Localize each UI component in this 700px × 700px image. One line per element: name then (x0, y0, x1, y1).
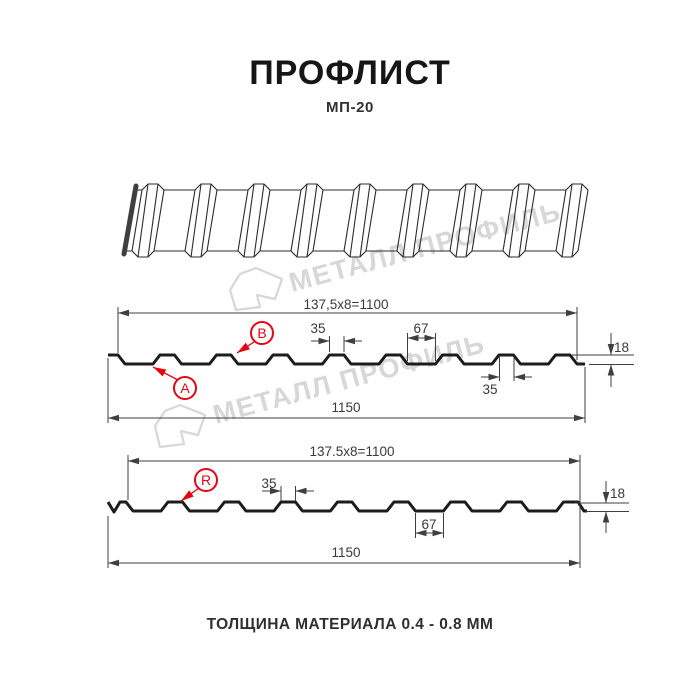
dim-height-top: 18 (614, 340, 629, 355)
profile-bottom-outline (106, 500, 587, 514)
brand-logo-icon (153, 403, 207, 449)
dim-flat-width-bottom: 67 (421, 517, 436, 532)
label-a-leader (152, 366, 179, 381)
label-b-leader (236, 341, 255, 354)
dim-pitch-bottom: 137.5x8=1100 (310, 444, 395, 459)
label-b-circle (250, 321, 274, 345)
dim-height-bottom: 18 (610, 486, 625, 501)
profile-bottom-drawing: 137.5x8=1100 35 67 18 1150 R (106, 444, 629, 568)
thickness-note: ТОЛЩИНА МАТЕРИАЛА 0.4 - 0.8 ММ (206, 616, 494, 633)
profile-top-outline (108, 353, 585, 366)
profile-top-drawing: 137,5x8=1100 35 67 18 35 1150 A B (107, 297, 634, 423)
iso-rib-lines (131, 183, 589, 258)
dim-rib-width-lower-top: 35 (482, 382, 497, 397)
iso-top-edge (134, 183, 589, 191)
dim-rib-width-bottom: 35 (261, 476, 276, 491)
label-r-leader (180, 487, 200, 502)
dim-pitch-top: 137,5x8=1100 (304, 297, 389, 312)
iso-cut-edge (121, 183, 139, 257)
dim-flat-width-top: 67 (413, 321, 428, 336)
label-a-text: A (180, 380, 190, 396)
dim-overall-width-bottom: 1150 (331, 545, 360, 560)
label-a-circle (173, 376, 197, 400)
profile-3d-view (121, 183, 589, 258)
label-b-text: B (257, 325, 266, 341)
label-r-circle (194, 468, 218, 492)
brand-watermark-upper: МЕТАЛЛ ПРОФИЛЬ (228, 196, 564, 312)
brand-logo-icon (228, 266, 284, 312)
dim-rib-width-top: 35 (310, 321, 325, 336)
extension-lines (107, 307, 634, 423)
brand-watermark-lower: МЕТАЛЛ ПРОФИЛЬ (153, 328, 488, 449)
dim-overall-width-top: 1150 (331, 400, 360, 415)
label-r-text: R (201, 472, 211, 488)
page-subtitle: МП-20 (326, 99, 374, 116)
page-title: ПРОФЛИСТ (249, 54, 451, 92)
